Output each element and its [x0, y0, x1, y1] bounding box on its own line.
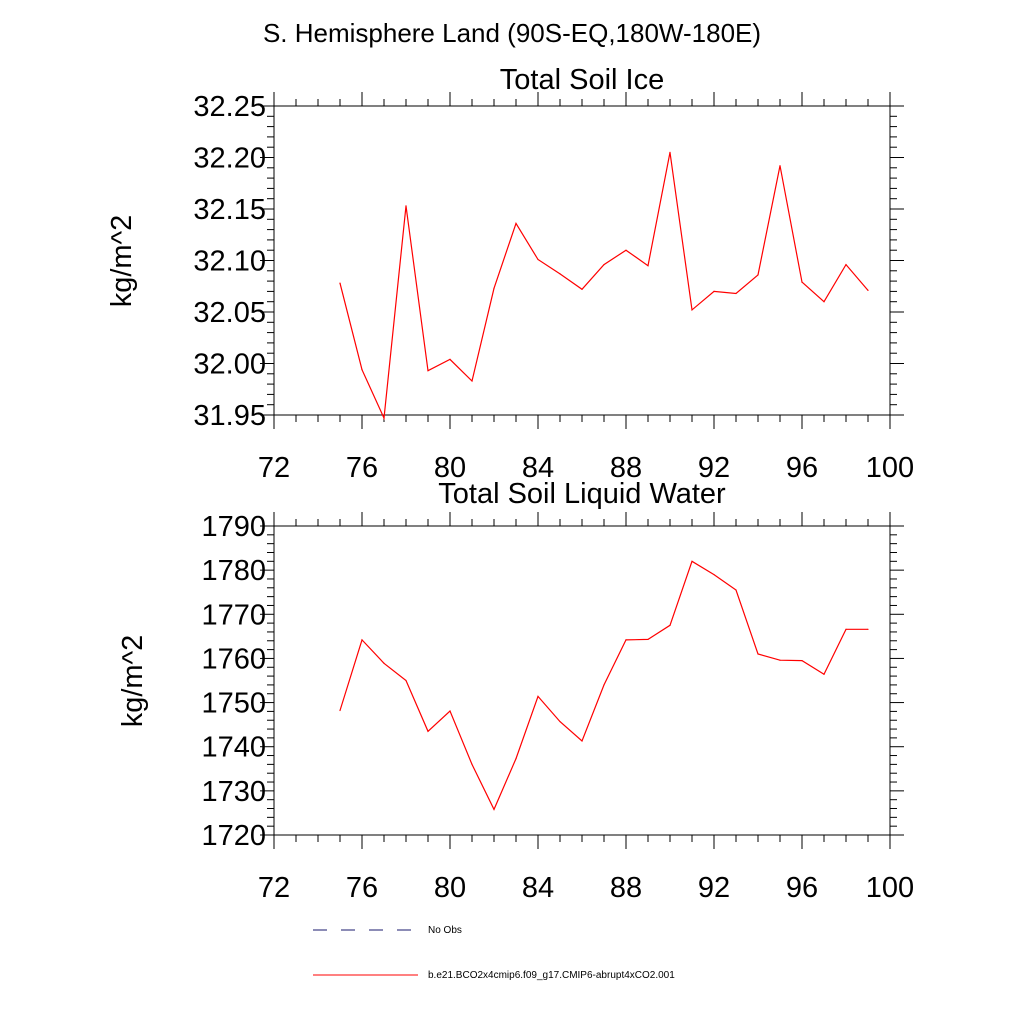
data-point — [691, 560, 693, 562]
data-point — [647, 638, 649, 641]
x-tick-label: 72 — [258, 872, 290, 904]
data-point — [735, 589, 737, 591]
data-point — [493, 287, 495, 289]
x-tick-label: 88 — [610, 872, 642, 904]
data-point — [669, 151, 671, 153]
x-tick-label: 80 — [434, 452, 466, 484]
x-tick-label: 92 — [698, 872, 730, 904]
legend: No Obs b.e21.BCO2x4cmip6.f09_g17.CMIP6-a… — [313, 925, 675, 981]
data-point — [427, 370, 429, 372]
data-point — [361, 369, 363, 371]
x-tick-label: 88 — [610, 452, 642, 484]
y-tick-label: 1750 — [201, 688, 266, 720]
y-tick-label: 1760 — [201, 643, 266, 675]
y-tick-label: 32.10 — [193, 246, 266, 278]
data-point — [625, 639, 627, 641]
x-tick-label: 96 — [786, 452, 818, 484]
panel-title: Total Soil Liquid Water — [438, 478, 726, 510]
data-point — [647, 265, 649, 267]
data-point — [471, 763, 473, 765]
data-point — [845, 628, 847, 630]
data-point — [427, 730, 429, 732]
data-point — [713, 290, 715, 292]
data-point — [845, 264, 847, 266]
data-point — [383, 662, 385, 664]
data-point — [779, 659, 781, 661]
figure-title: S. Hemisphere Land (90S-EQ,180W-180E) — [263, 18, 761, 48]
data-point — [757, 653, 759, 655]
x-tick-label: 76 — [346, 452, 378, 484]
y-axis-label: kg/m^2 — [106, 215, 138, 308]
data-point — [603, 264, 605, 266]
data-point — [449, 710, 451, 712]
data-point — [515, 222, 517, 225]
x-tick-label: 84 — [522, 452, 554, 484]
y-tick-label: 32.00 — [193, 349, 266, 381]
data-point — [559, 273, 561, 275]
data-point — [537, 258, 539, 261]
data-point — [361, 639, 363, 641]
legend-label-no-obs: No Obs — [428, 925, 462, 936]
x-tick-label: 96 — [786, 872, 818, 904]
data-point — [801, 660, 803, 662]
y-tick-label: 31.95 — [193, 400, 266, 432]
y-tick-label: 32.20 — [193, 143, 266, 175]
y-tick-label: 1730 — [201, 776, 266, 808]
data-point — [581, 740, 583, 742]
data-point — [735, 292, 737, 295]
data-point — [779, 165, 781, 167]
data-point — [603, 684, 605, 686]
data-point — [801, 281, 803, 283]
y-tick-label: 1790 — [201, 511, 266, 543]
data-point — [515, 758, 517, 760]
data-point — [581, 288, 583, 290]
data-point — [537, 695, 539, 697]
data-point — [823, 301, 825, 303]
data-point — [493, 808, 495, 810]
y-tick-label: 32.05 — [193, 297, 266, 329]
data-point — [669, 624, 671, 626]
y-tick-label: 1780 — [201, 555, 266, 587]
data-point — [713, 573, 715, 576]
x-tick-label: 100 — [866, 452, 914, 484]
data-point — [823, 673, 825, 675]
panel-title: Total Soil Ice — [500, 64, 664, 96]
y-tick-label: 32.15 — [193, 194, 266, 226]
data-point — [691, 309, 693, 311]
y-tick-label: 1720 — [201, 820, 266, 852]
data-point — [405, 205, 407, 207]
x-tick-label: 92 — [698, 452, 730, 484]
data-point — [867, 628, 869, 630]
x-tick-label: 84 — [522, 872, 554, 904]
y-tick-label: 32.25 — [193, 91, 266, 123]
x-tick-label: 80 — [434, 872, 466, 904]
data-point — [471, 380, 473, 382]
data-point — [559, 720, 561, 723]
data-point — [339, 709, 341, 712]
legend-label-model-run: b.e21.BCO2x4cmip6.f09_g17.CMIP6-abrupt4x… — [428, 970, 675, 981]
x-tick-label: 72 — [258, 452, 290, 484]
data-point — [449, 358, 451, 360]
y-tick-label: 1740 — [201, 732, 266, 764]
panel-total-soil-ice: Total Soil Ice kg/m^2 31.95 32.00 32.05 32.… — [106, 64, 914, 484]
x-tick-label: 76 — [346, 872, 378, 904]
data-point — [383, 417, 385, 419]
data-point — [757, 274, 759, 276]
y-tick-label: 1770 — [201, 599, 266, 631]
x-tick-label: 100 — [866, 872, 914, 904]
data-point — [405, 679, 407, 682]
data-point — [867, 289, 869, 291]
y-axis-label: kg/m^2 — [117, 635, 149, 728]
data-point — [625, 249, 627, 251]
panel-total-soil-liquid-water: Total Soil Liquid Water kg/m^2 1720 1730 1… — [117, 478, 914, 904]
data-point — [339, 282, 341, 284]
